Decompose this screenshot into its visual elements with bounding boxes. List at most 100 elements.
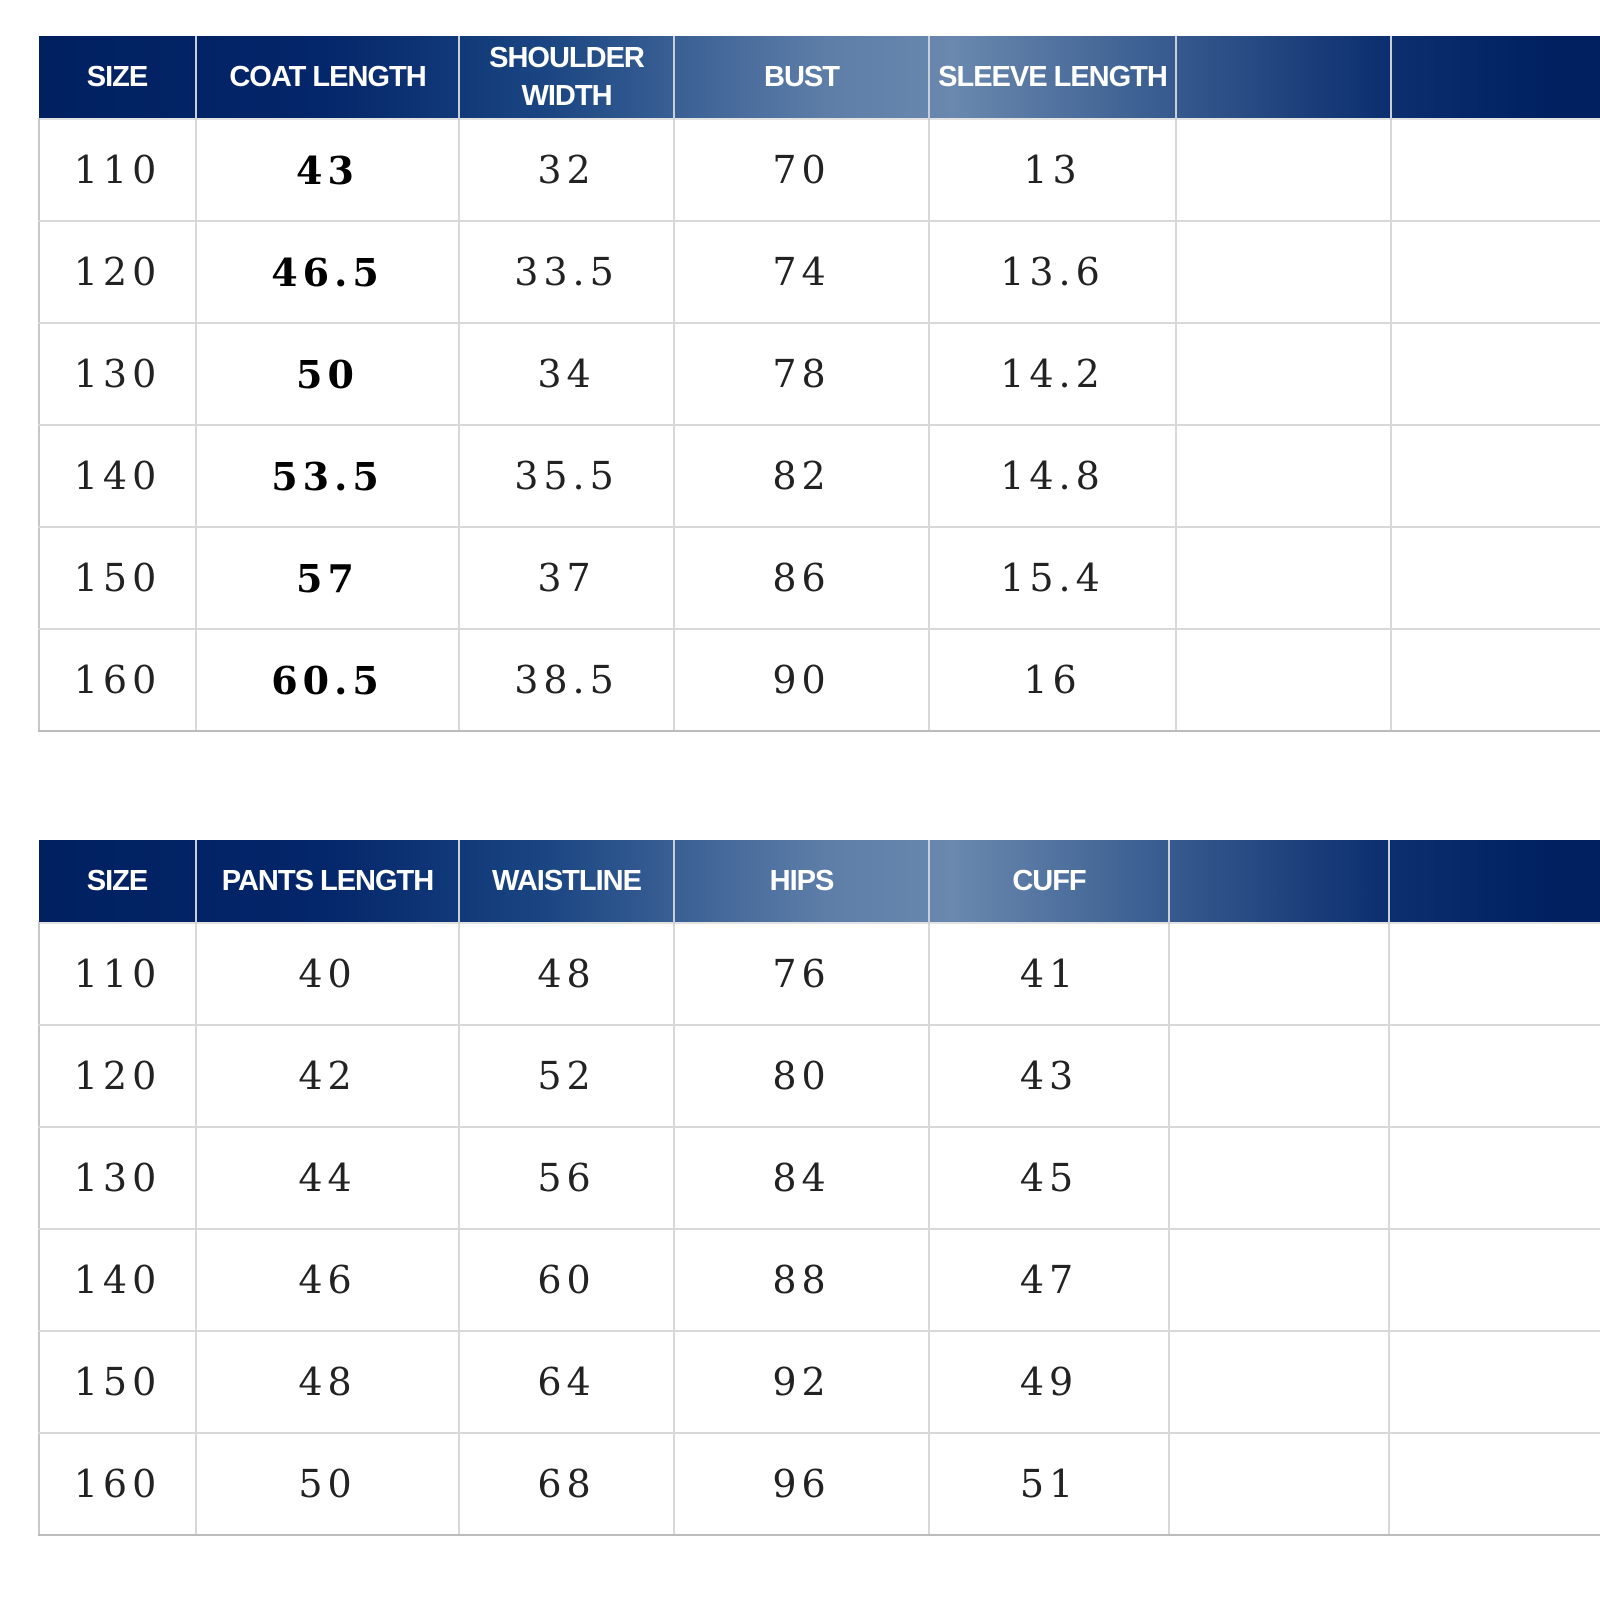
table-row: 140 53.5 35.5 82 14.8 — [38, 424, 1600, 528]
table-cell — [1388, 922, 1600, 1026]
table-cell — [1175, 628, 1392, 732]
column-header — [1391, 36, 1600, 119]
table-cell: 48 — [195, 1330, 460, 1434]
table-cell: 33.5 — [458, 220, 675, 324]
table-cell: 140 — [38, 424, 197, 528]
table-cell — [1175, 526, 1392, 630]
table-cell — [1388, 1228, 1600, 1332]
table-cell: 150 — [38, 526, 197, 630]
column-header: WAISTLINE — [459, 840, 675, 923]
table-cell — [1390, 526, 1600, 630]
table-cell: 50 — [195, 322, 460, 426]
table-cell: 60 — [458, 1228, 675, 1332]
table-cell: 110 — [38, 922, 197, 1026]
table-cell: 35.5 — [458, 424, 675, 528]
table-cell: 90 — [673, 628, 930, 732]
table-cell — [1390, 628, 1600, 732]
table-cell: 92 — [673, 1330, 930, 1434]
table-cell: 86 — [673, 526, 930, 630]
column-header — [1176, 36, 1392, 119]
header-row: SIZE PANTS LENGTH WAISTLINE HIPS CUFF — [39, 840, 1600, 923]
table-cell: 60.5 — [195, 628, 460, 732]
table-cell: 110 — [38, 118, 197, 222]
table-row: 130 50 34 78 14.2 — [38, 322, 1600, 426]
table-cell: 84 — [673, 1126, 930, 1230]
table-cell: 46 — [195, 1228, 460, 1332]
table-row: 150 48 64 92 49 — [38, 1330, 1600, 1434]
table-cell: 160 — [38, 628, 197, 732]
table-cell: 82 — [673, 424, 930, 528]
table-cell — [1168, 1228, 1390, 1332]
table-cell: 42 — [195, 1024, 460, 1128]
table-cell: 57 — [195, 526, 460, 630]
table-cell: 37 — [458, 526, 675, 630]
table-row: 160 50 68 96 51 — [38, 1432, 1600, 1536]
table-cell: 130 — [38, 322, 197, 426]
table-cell: 43 — [928, 1024, 1170, 1128]
table-cell — [1175, 220, 1392, 324]
column-header: BUST — [674, 36, 930, 119]
table-cell: 13 — [928, 118, 1177, 222]
table-cell: 14.2 — [928, 322, 1177, 426]
table-row: 120 42 52 80 43 — [38, 1024, 1600, 1128]
column-header: SIZE — [39, 840, 197, 923]
table-cell — [1168, 1330, 1390, 1434]
table-cell: 14.8 — [928, 424, 1177, 528]
table-cell — [1168, 1126, 1390, 1230]
table-row: 140 46 60 88 47 — [38, 1228, 1600, 1332]
table-row: 160 60.5 38.5 90 16 — [38, 628, 1600, 732]
table-cell: 34 — [458, 322, 675, 426]
table-cell: 52 — [458, 1024, 675, 1128]
table-cell: 70 — [673, 118, 930, 222]
table-row: 110 40 48 76 41 — [38, 922, 1600, 1026]
table-cell: 16 — [928, 628, 1177, 732]
table-cell — [1175, 322, 1392, 426]
table-cell: 51 — [928, 1432, 1170, 1536]
table-cell: 120 — [38, 1024, 197, 1128]
table-cell — [1168, 1432, 1390, 1536]
column-header: SHOULDER WIDTH — [459, 36, 675, 119]
table-cell: 13.6 — [928, 220, 1177, 324]
table-cell: 150 — [38, 1330, 197, 1434]
column-header: SIZE — [39, 36, 197, 119]
table-cell: 48 — [458, 922, 675, 1026]
table-cell: 74 — [673, 220, 930, 324]
table-cell: 41 — [928, 922, 1170, 1026]
table-cell — [1390, 118, 1600, 222]
table-cell: 160 — [38, 1432, 197, 1536]
table-cell: 44 — [195, 1126, 460, 1230]
column-header — [1389, 840, 1600, 923]
table-cell: 80 — [673, 1024, 930, 1128]
column-header — [1169, 840, 1390, 923]
table-cell — [1388, 1024, 1600, 1128]
table-cell — [1175, 424, 1392, 528]
table-cell: 76 — [673, 922, 930, 1026]
table-cell: 40 — [195, 922, 460, 1026]
table-cell — [1388, 1126, 1600, 1230]
table-cell — [1390, 322, 1600, 426]
table-cell — [1168, 922, 1390, 1026]
table-cell: 47 — [928, 1228, 1170, 1332]
table-cell: 130 — [38, 1126, 197, 1230]
table-cell: 56 — [458, 1126, 675, 1230]
column-header: SLEEVE LENGTH — [929, 36, 1177, 119]
table-cell: 120 — [38, 220, 197, 324]
table-cell: 64 — [458, 1330, 675, 1434]
table-cell: 49 — [928, 1330, 1170, 1434]
table-cell: 68 — [458, 1432, 675, 1536]
table-cell: 140 — [38, 1228, 197, 1332]
table-cell: 15.4 — [928, 526, 1177, 630]
table-row: 120 46.5 33.5 74 13.6 — [38, 220, 1600, 324]
table-row: 130 44 56 84 45 — [38, 1126, 1600, 1230]
column-header: COAT LENGTH — [196, 36, 460, 119]
table-cell: 88 — [673, 1228, 930, 1332]
table-cell: 46.5 — [195, 220, 460, 324]
table-cell: 45 — [928, 1126, 1170, 1230]
column-header: HIPS — [674, 840, 930, 923]
bottom-size-table: SIZE PANTS LENGTH WAISTLINE HIPS CUFF 110 40 4… — [38, 840, 1600, 1536]
table-row: 110 43 32 70 13 — [38, 118, 1600, 222]
top-size-table: SIZE COAT LENGTH SHOULDER WIDTH BUST SLEEVE … — [38, 36, 1600, 732]
column-header: CUFF — [929, 840, 1170, 923]
table-cell — [1168, 1024, 1390, 1128]
table-cell — [1390, 220, 1600, 324]
